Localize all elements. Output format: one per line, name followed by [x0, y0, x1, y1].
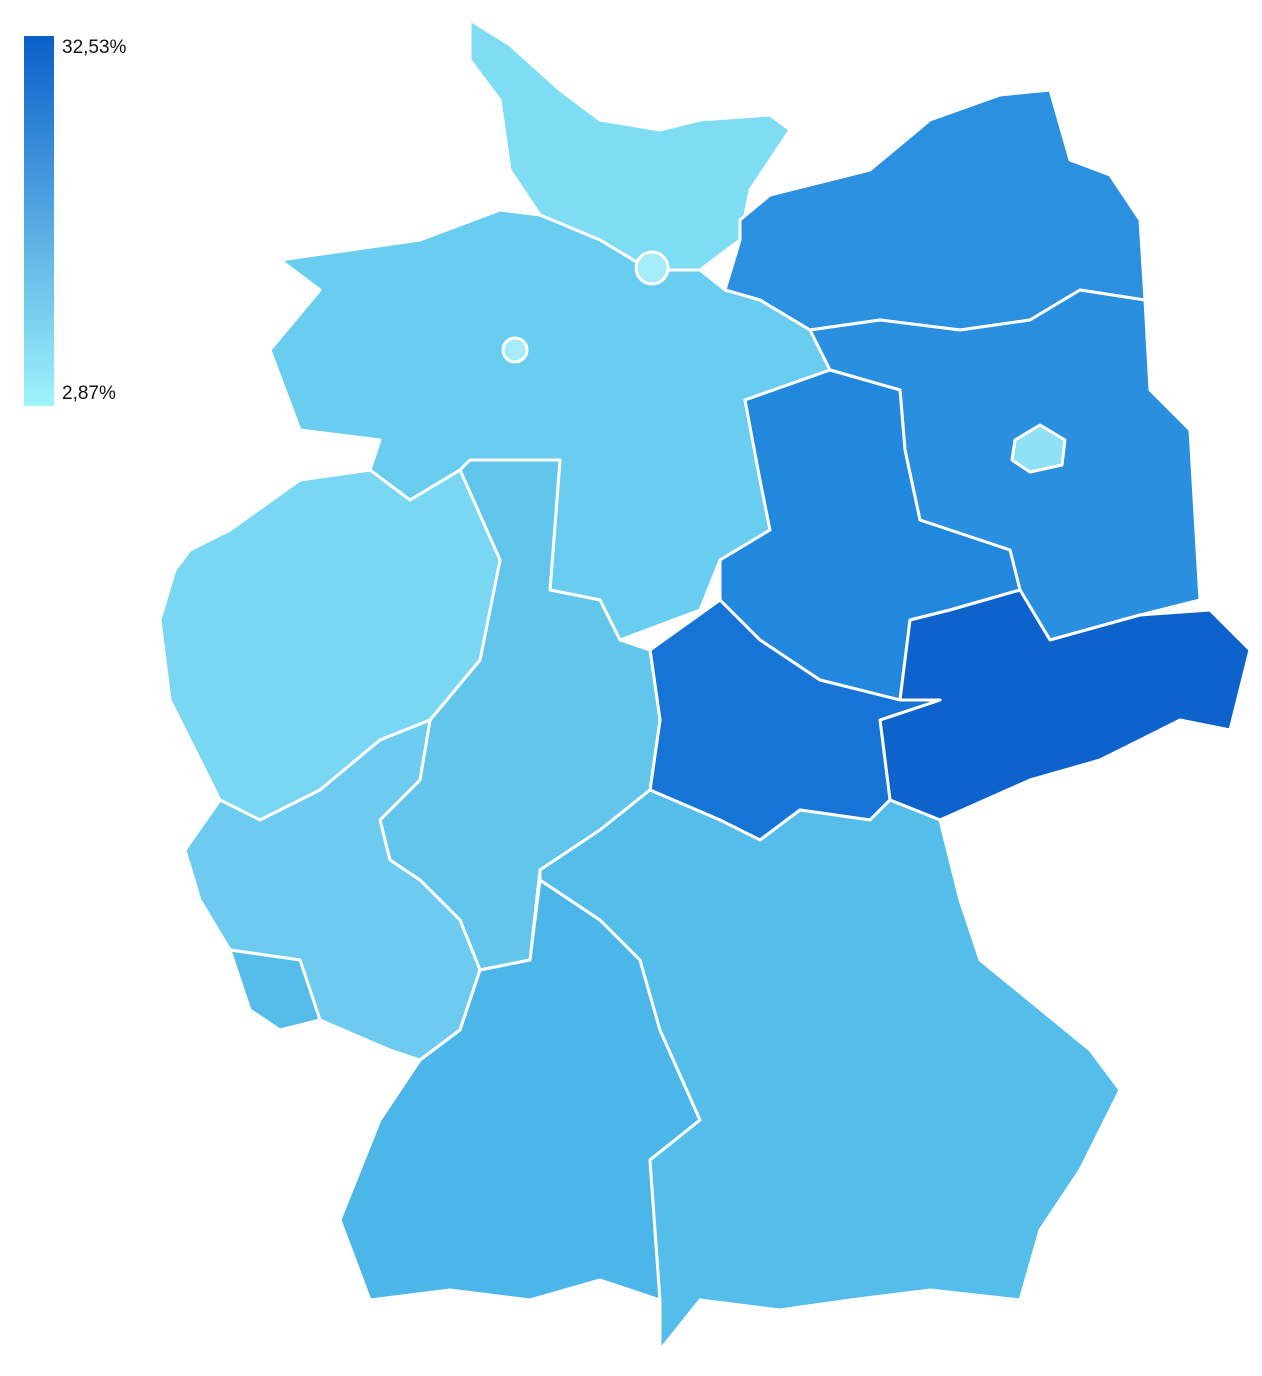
germany-states [158, 18, 1252, 1352]
berlin [1010, 423, 1067, 474]
hamburg [634, 250, 670, 286]
legend-gradient [24, 36, 54, 406]
legend: 32,53% 2,87% [24, 36, 127, 406]
legend-max: 32,53% [62, 37, 127, 58]
bayern [538, 788, 1122, 1352]
bremen [501, 336, 529, 364]
saarland [228, 948, 322, 1032]
legend-min: 2,87% [62, 383, 116, 404]
